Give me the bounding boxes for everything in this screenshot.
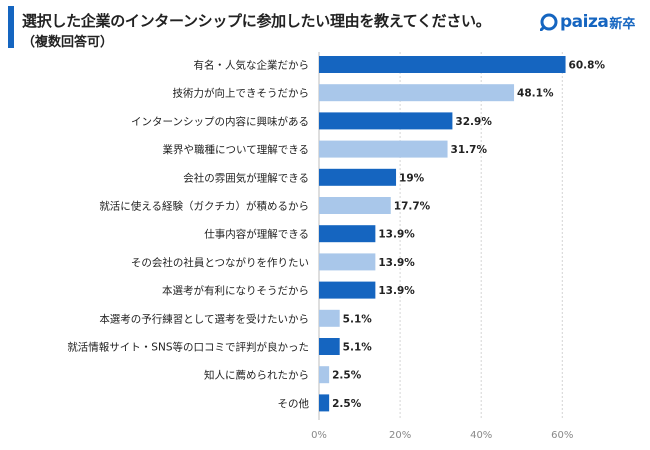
x-tick-label: 60% <box>551 430 573 441</box>
bar <box>319 84 515 102</box>
value-label: 17.7% <box>394 201 431 213</box>
title-accent-bar <box>8 6 14 48</box>
bar <box>319 394 330 412</box>
value-label: 2.5% <box>332 398 362 410</box>
bar <box>319 253 376 271</box>
bar <box>319 309 340 327</box>
category-label: 本選考の予行練習として選考を受けたいから <box>99 312 309 325</box>
category-label: その他 <box>278 397 310 410</box>
category-label: 知人に薦められたから <box>204 369 309 382</box>
chart-title: 選択した企業のインターンシップに参加したい理由を教えてください。 <box>22 12 491 30</box>
value-label: 32.9% <box>455 116 492 128</box>
value-label: 31.7% <box>451 144 488 156</box>
bar <box>319 168 397 186</box>
category-label: 本選考が有利になりそうだから <box>162 284 309 297</box>
value-label: 48.1% <box>517 88 554 100</box>
bar <box>319 140 448 158</box>
bar <box>319 366 330 384</box>
category-label: その会社の社員とつながりを作りたい <box>131 256 309 269</box>
x-tick-label: 20% <box>389 430 411 441</box>
paiza-logo: paiza 新卒 <box>540 12 635 32</box>
category-label: 会社の雰囲気が理解できる <box>183 171 309 184</box>
value-label: 13.9% <box>378 229 415 241</box>
bar <box>319 338 340 355</box>
value-label: 60.8% <box>569 60 606 72</box>
bar <box>319 56 566 73</box>
bar <box>319 112 453 130</box>
value-label: 2.5% <box>332 370 362 382</box>
chart-subtitle: （複数回答可） <box>22 35 114 50</box>
value-label: 5.1% <box>343 313 373 325</box>
category-label: 業界や職種について理解できる <box>163 143 309 156</box>
logo-suffix-text: 新卒 <box>609 16 636 32</box>
bar <box>319 225 376 243</box>
value-label: 5.1% <box>343 342 373 354</box>
category-label: 仕事内容が理解できる <box>204 228 309 241</box>
x-tick-label: 0% <box>311 430 327 441</box>
bar <box>319 197 391 214</box>
paiza-logo-icon <box>540 13 558 31</box>
value-label: 13.9% <box>378 285 415 297</box>
category-label: 就活情報サイト・SNS等の口コミで評判が良かった <box>67 341 309 354</box>
category-label: 技術力が向上できそうだから <box>173 87 310 100</box>
x-tick-label: 40% <box>470 430 492 441</box>
logo-brand-text: paiza <box>560 12 609 32</box>
category-label: 有名・人気な企業だから <box>194 59 310 72</box>
value-label: 19% <box>399 172 425 184</box>
category-label: インターンシップの内容に興味がある <box>131 115 309 128</box>
value-label: 13.9% <box>378 257 415 269</box>
category-label: 就活に使える経験（ガクチカ）が積めるから <box>99 200 309 213</box>
bar <box>319 281 376 299</box>
